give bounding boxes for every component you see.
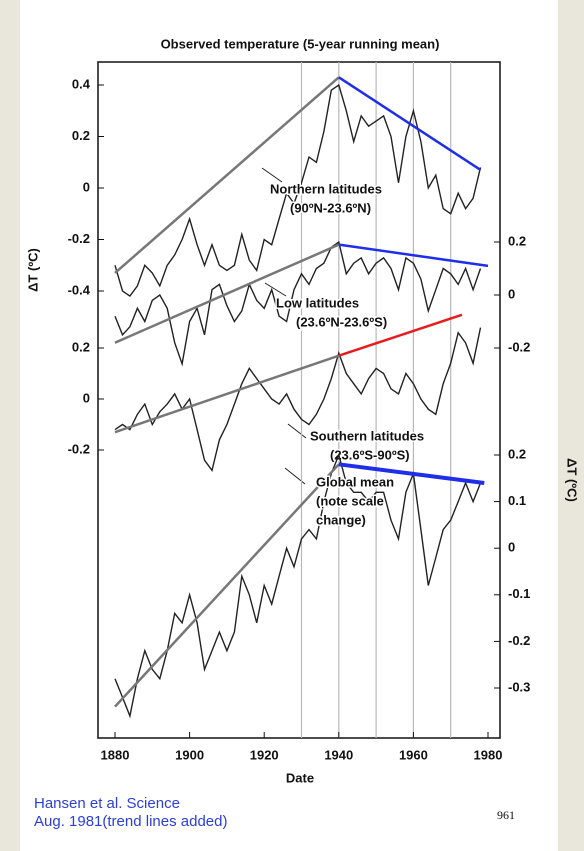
annotation: Southern latitudes [310,428,424,443]
trend-line [114,463,340,708]
data-line [114,240,482,367]
annotation: (23.6ºS-90ºS) [330,447,410,462]
y-tick-label: 0 [83,390,90,405]
y2-tick-label: 0.1 [508,493,526,508]
y-axis-label: ΔT (ºC) [25,248,40,292]
data-line [114,83,482,298]
y-tick-label: 0.2 [72,339,90,354]
y2-tick-label: -0.2 [508,339,530,354]
leader-line [287,423,307,439]
plot-frame [97,61,501,739]
y2-tick-label: 0.2 [508,233,526,248]
annotation: (90ºN-23.6ºN) [290,200,371,215]
trend-line [114,354,340,434]
y-tick-label: 0.2 [72,128,90,143]
y2-tick-label: 0 [508,286,515,301]
x-tick-label: 1940 [324,747,353,762]
page-number: 961 [497,808,515,822]
x-axis-label: Date [286,770,314,785]
y2-tick-label: 0 [508,540,515,555]
chart-title: Observed temperature (5-year running mea… [161,36,440,51]
y2-tick-label: -0.3 [508,679,530,694]
annotation: (23.6ºN-23.6ºS) [296,314,387,329]
annotation: Northern latitudes [270,181,382,196]
y-tick-label: 0.4 [72,76,91,91]
x-tick-label: 1920 [250,747,279,762]
y2-tick-label: -0.1 [508,586,530,601]
y2-axis-label: ΔT (ºC) [565,458,580,502]
annotation: Global mean [316,474,394,489]
leader-line [261,167,283,183]
x-tick-label: 1880 [101,747,130,762]
trend-line [338,76,482,172]
annotation: Low latitudes [276,295,359,310]
trend-line [338,313,463,357]
caption: Aug. 1981(trend lines added) [34,813,227,830]
y-tick-label: -0.2 [68,441,90,456]
x-tick-label: 1900 [175,747,204,762]
leader-line [264,282,287,297]
y2-tick-label: -0.2 [508,633,530,648]
data-line [114,327,482,473]
trend-line [338,243,489,268]
y-tick-label: 0 [83,179,90,194]
y-tick-label: -0.2 [68,231,90,246]
trend-line [114,243,340,344]
paper [20,0,558,851]
x-tick-label: 1980 [474,747,503,762]
annotation: change) [316,512,366,527]
trend-line [114,76,340,274]
caption: Hansen et al. Science [34,795,180,812]
trend-line [338,462,485,485]
annotation: (note scale [316,493,384,508]
x-tick-label: 1960 [399,747,428,762]
data-line [114,452,482,719]
y2-tick-label: 0.2 [508,446,526,461]
y-tick-label: -0.4 [68,282,91,297]
